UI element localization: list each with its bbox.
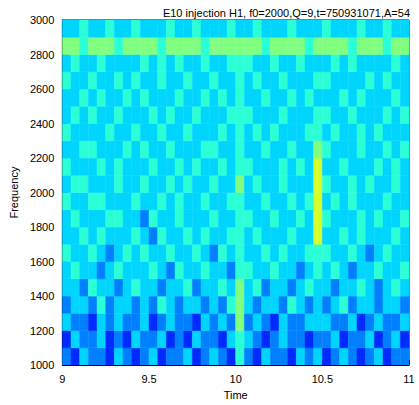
svg-text:1400: 1400 (30, 290, 54, 302)
svg-text:2000: 2000 (30, 187, 54, 199)
svg-text:2200: 2200 (30, 152, 54, 164)
svg-text:9: 9 (59, 373, 65, 385)
svg-text:1000: 1000 (30, 359, 54, 371)
svg-text:2600: 2600 (30, 83, 54, 95)
svg-text:2400: 2400 (30, 118, 54, 130)
svg-text:2800: 2800 (30, 49, 54, 61)
svg-text:9.5: 9.5 (141, 373, 156, 385)
svg-text:1600: 1600 (30, 256, 54, 268)
svg-text:1200: 1200 (30, 325, 54, 337)
svg-text:3000: 3000 (30, 14, 54, 26)
svg-text:10: 10 (230, 373, 242, 385)
svg-text:10.5: 10.5 (312, 373, 333, 385)
svg-text:11: 11 (403, 373, 414, 385)
svg-text:Frequency: Frequency (8, 166, 20, 218)
svg-text:Time: Time (224, 389, 248, 401)
svg-text:E10 injection H1, f0=2000,Q=9,: E10 injection H1, f0=2000,Q=9,t=75093107… (163, 7, 410, 19)
svg-text:1800: 1800 (30, 221, 54, 233)
